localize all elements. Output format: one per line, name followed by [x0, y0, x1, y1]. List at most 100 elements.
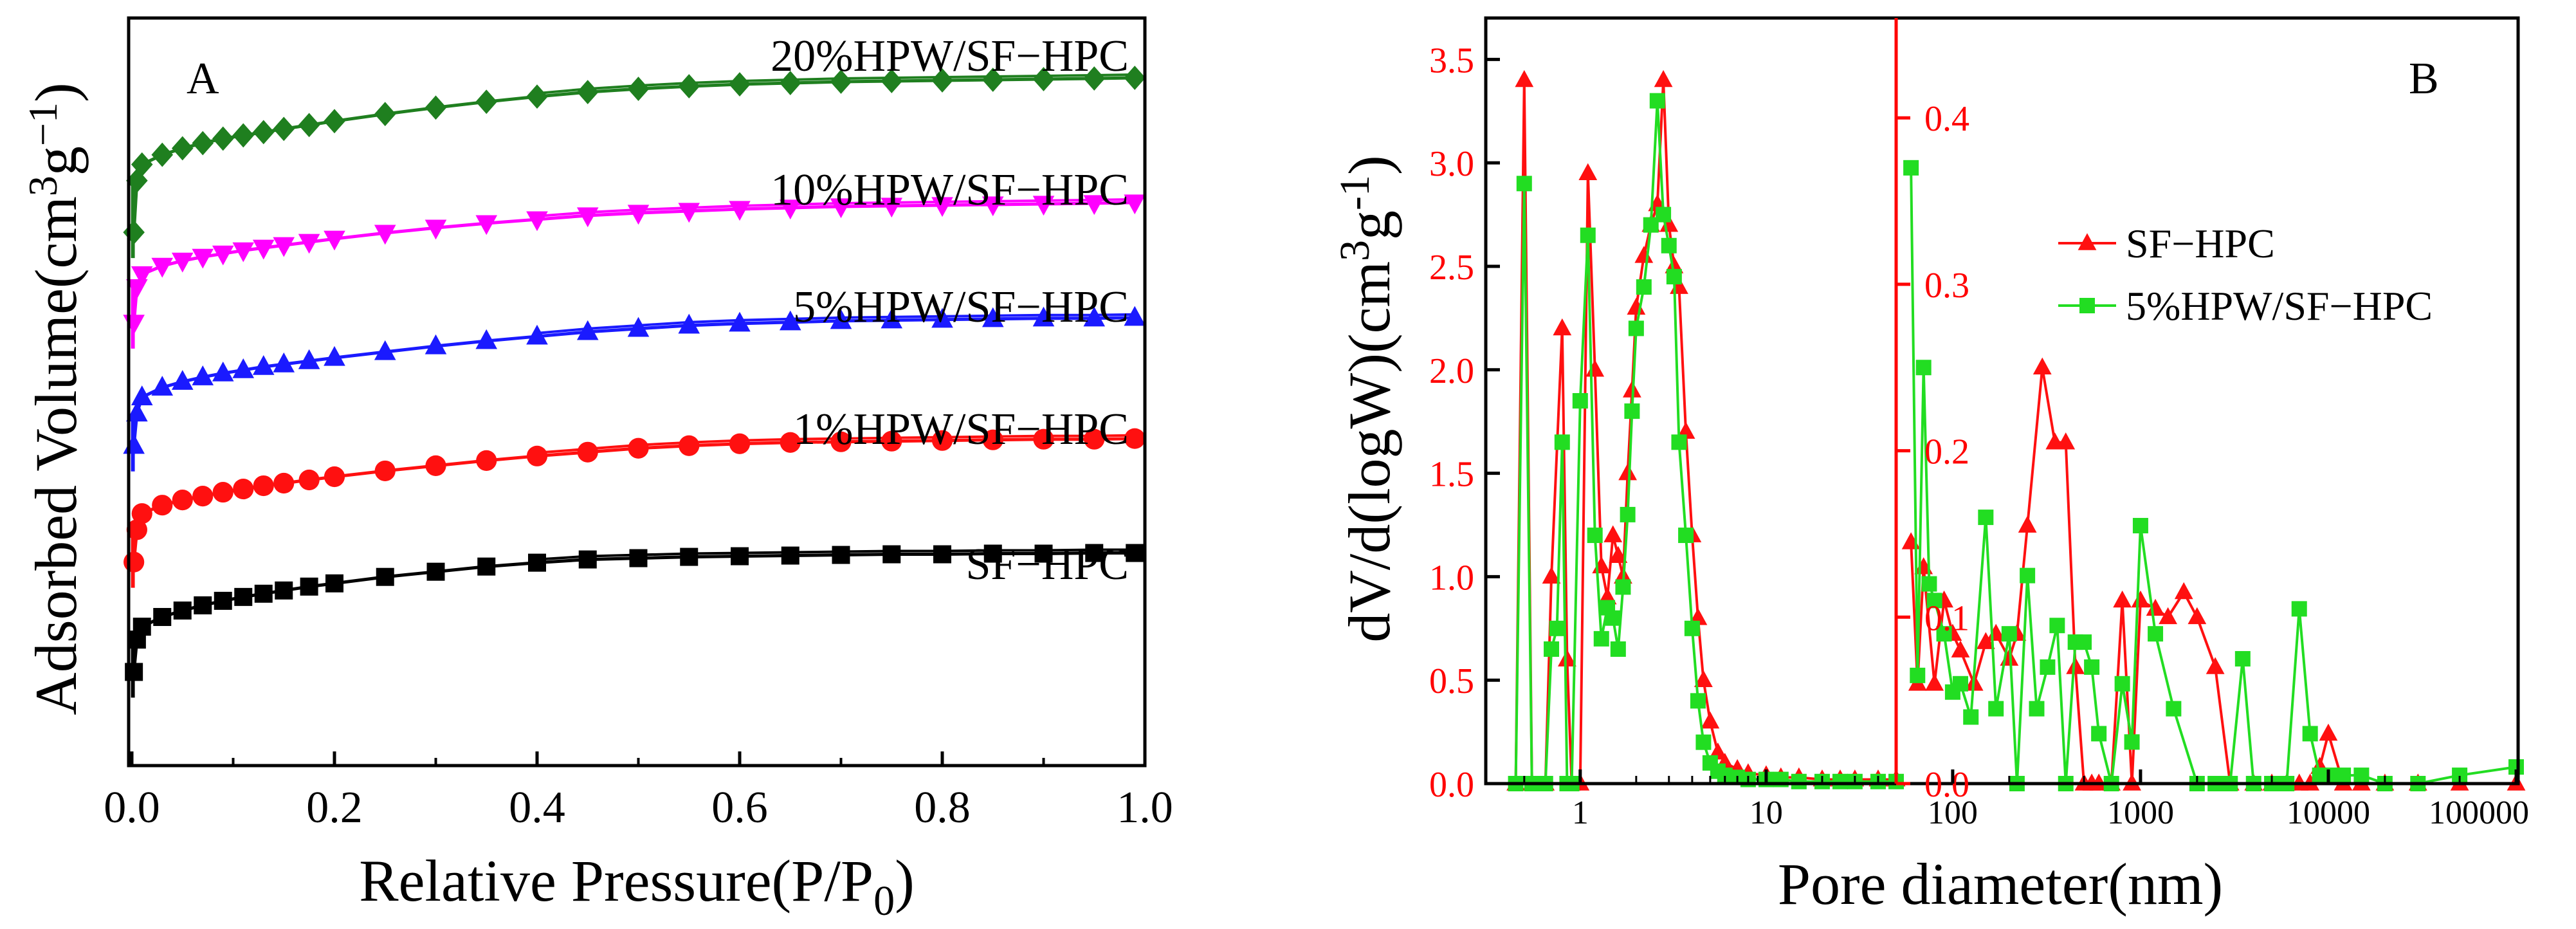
series-a-line [132, 316, 1135, 446]
series-b-point [1553, 318, 1572, 336]
series-a-point [425, 334, 447, 354]
series-a-point [678, 74, 700, 98]
x-tick-label: 100 [1928, 795, 1978, 831]
series-a-point [233, 478, 254, 500]
series-b-point [1572, 393, 1588, 409]
series-b-point [2174, 582, 2193, 600]
series-a-point [1032, 306, 1055, 327]
series-a-point [629, 549, 648, 567]
series-a-point [273, 352, 295, 373]
series-b-point [2124, 734, 2140, 750]
series-a-point [1126, 544, 1144, 562]
panel-b-y-axis-label: dV/d(logW)(cm3g-1) [1331, 155, 1402, 642]
series-a-point [192, 365, 214, 385]
x-tick-label: 1000 [2107, 795, 2174, 831]
series-a-point [627, 317, 650, 337]
x-tick-label: 0.8 [914, 783, 971, 832]
left-y-tick-label: 3.5 [1429, 41, 1474, 80]
series-a-point [131, 152, 153, 177]
series-b-point [1609, 546, 1628, 564]
series-a-point [1033, 428, 1054, 450]
series-b-point [1936, 626, 1952, 642]
series-a-point [214, 591, 232, 610]
series-a-point [254, 584, 273, 603]
series-b-point [2113, 590, 2132, 608]
series-a-point [933, 545, 951, 564]
series-b-point [1624, 403, 1640, 419]
series-b-point [2291, 601, 2307, 617]
series-b-point [1549, 620, 1565, 636]
panel-b: 0.0 0.5 1.0 1.5 2.0 2.5 3.0 3.5 0.0 0.1 0.2 0.3 0.4 1… [1331, 16, 2529, 917]
series-b-point [2076, 634, 2092, 650]
series-a-point [123, 434, 145, 454]
series-a-point [194, 596, 212, 614]
series-a-point [680, 547, 699, 566]
series-a-point [526, 324, 548, 345]
series-b-point [1656, 207, 1672, 223]
series-a-point [678, 313, 700, 334]
series-a-point [731, 547, 749, 566]
series-a-point [729, 311, 751, 332]
series-b-point [2148, 626, 2164, 642]
series-a-point [324, 230, 345, 251]
x-tick-label: 10 [1749, 795, 1783, 831]
right-y-tick-label: 0.2 [1924, 432, 1969, 472]
series-a-point [1124, 66, 1146, 90]
series-b-point [1978, 510, 1994, 526]
series-b-point [2091, 726, 2107, 742]
series-b-point [1544, 641, 1560, 657]
series-a-point [881, 198, 903, 218]
series-b-point [1671, 434, 1687, 450]
series-a-point [275, 581, 293, 600]
panel-b-series [1506, 69, 2526, 791]
series-a-point [153, 608, 172, 627]
panel-b-label: B [2409, 54, 2439, 104]
series-b-point [1690, 693, 1706, 709]
series-a-point [931, 197, 953, 217]
series-a-point [679, 435, 700, 456]
series-a-point [729, 201, 751, 221]
series-a-point [131, 266, 153, 286]
series-b-point [1620, 506, 1636, 522]
series-b-point [1580, 227, 1596, 243]
series-a-point [252, 239, 275, 260]
x-tick-label: 0.6 [711, 783, 768, 832]
series-a-point [779, 71, 801, 95]
series-a-point [477, 557, 496, 576]
panel-b-legend: SF−HPC 5%HPW/SF−HPC [2058, 221, 2433, 329]
series-a-point [627, 205, 650, 225]
series-a-point [830, 431, 852, 452]
series-b-point [1659, 215, 1679, 232]
series-b-point [2018, 515, 2037, 533]
series-a-point [1034, 544, 1053, 563]
series-a-point [578, 550, 597, 569]
series-a-point [528, 553, 546, 572]
series-a-point [577, 441, 598, 463]
series-a-point [212, 362, 234, 382]
series-a-line [132, 76, 1135, 233]
series-a-point [252, 354, 275, 375]
panel-a-x-axis-label: Relative Pressure(P/P0) [359, 848, 914, 924]
series-a-point [882, 545, 901, 564]
series-b-point [1587, 528, 1603, 544]
series-b-point [2166, 701, 2182, 717]
panel-b-frame [1484, 16, 2520, 786]
series-b-point [1603, 525, 1623, 542]
series-a-point [832, 546, 850, 564]
series-a-point [123, 551, 145, 573]
series-b-point [1654, 69, 1673, 87]
series-label: 1%HPW/SF−HPC [793, 405, 1129, 454]
legend-label: SF−HPC [2126, 221, 2275, 266]
series-a-point [232, 242, 255, 262]
series-b-point [1832, 773, 1848, 789]
series-b-point [2001, 626, 2017, 642]
series-b-point [2066, 657, 2085, 674]
series-a-point [151, 257, 174, 278]
panel-b-x-axis-label: Pore diameter(nm) [1778, 851, 2223, 917]
series-a-point [151, 142, 174, 167]
series-a-point [273, 472, 295, 494]
series-a-point [126, 401, 148, 422]
series-a-point [171, 136, 194, 161]
right-y-tick-label: 0.4 [1924, 99, 1969, 139]
panel-a-series [123, 66, 1146, 698]
